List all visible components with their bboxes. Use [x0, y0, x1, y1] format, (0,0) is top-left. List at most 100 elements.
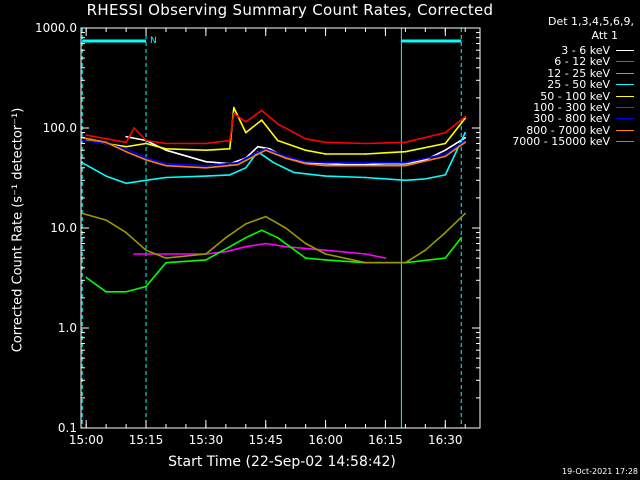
data-point [444, 131, 447, 134]
data-point [444, 174, 447, 176]
data-point [444, 257, 447, 259]
data-point [264, 215, 267, 218]
data-point [145, 249, 147, 251]
data-point [165, 164, 167, 167]
legend-label: 300 - 800 keV [533, 112, 610, 126]
legend-swatch [616, 118, 634, 120]
legend-label: 50 - 100 keV [540, 89, 610, 103]
data-point [205, 160, 207, 163]
data-point [125, 141, 127, 144]
data-point [205, 166, 207, 169]
detector-info-line-1: Det 1,3,4,5,6,9, [547, 15, 634, 28]
data-point [364, 161, 367, 164]
data-point [252, 153, 255, 155]
data-point [205, 149, 207, 151]
legend-swatch [616, 84, 634, 86]
data-point [324, 175, 327, 177]
data-point [324, 259, 327, 261]
data-point [105, 141, 107, 144]
x-tick-label: 15:15 [129, 433, 164, 447]
data-point [464, 131, 467, 134]
data-point [244, 223, 247, 225]
x-axis-label: Start Time (22-Sep-02 14:58:42) [168, 454, 396, 470]
data-point [105, 175, 107, 177]
data-point [444, 142, 447, 145]
x-tick-label: 16:00 [308, 433, 343, 447]
legend-swatch [616, 141, 634, 143]
data-point [85, 276, 87, 279]
data-point [324, 153, 327, 155]
night-flag-label: N [150, 36, 157, 46]
data-point [165, 253, 167, 255]
data-point [125, 182, 127, 185]
data-point [460, 236, 463, 239]
data-point [324, 164, 327, 167]
data-point [364, 164, 367, 167]
data-point [464, 212, 467, 215]
legend-label: 25 - 50 keV [547, 78, 610, 92]
data-point [324, 161, 327, 164]
legend-entry: 6 - 12 keV [470, 55, 640, 68]
data-point [364, 261, 367, 264]
data-point [304, 162, 307, 165]
data-point [444, 155, 447, 158]
legend-entry: 25 - 50 keV [470, 78, 640, 91]
data-point [165, 149, 167, 151]
series-line-7 [82, 136, 466, 169]
data-point [205, 175, 207, 177]
plot-frame [80, 27, 481, 429]
data-point [304, 257, 307, 259]
data-point [125, 147, 127, 150]
legend-label: 100 - 300 keV [533, 101, 610, 114]
data-point [364, 153, 367, 155]
data-point [205, 259, 207, 261]
data-point [145, 159, 147, 161]
series-line-4 [86, 106, 466, 155]
legend-entry: 7000 - 15000 keV [470, 135, 640, 148]
legend-label: 7000 - 15000 keV [512, 135, 610, 149]
data-point [145, 142, 147, 145]
data-point [244, 166, 247, 169]
series-line-1 [134, 242, 386, 259]
series-line-8 [81, 212, 466, 264]
data-point [125, 291, 127, 293]
data-point [165, 162, 167, 165]
x-tick-label: 15:00 [69, 433, 104, 447]
data-point [304, 242, 307, 245]
data-point [165, 147, 167, 150]
data-point [81, 161, 83, 164]
data-point [244, 131, 247, 134]
data-point [229, 174, 231, 176]
data-point [145, 157, 147, 159]
data-point [125, 231, 127, 234]
data-point [233, 112, 235, 115]
data-point [324, 253, 327, 255]
y-tick-label: 1.0 [58, 321, 77, 335]
data-point [256, 145, 259, 148]
legend-entry: 3 - 6 keV [470, 44, 640, 57]
data-point [404, 150, 407, 153]
data-point [205, 253, 207, 255]
data-point [260, 109, 263, 112]
data-point [237, 161, 239, 164]
legend-swatch [616, 72, 634, 74]
data-point [125, 150, 127, 153]
data-point [404, 261, 407, 264]
data-point [125, 145, 127, 148]
data-point [252, 155, 255, 158]
legend-swatch [616, 50, 634, 51]
data-point [364, 142, 367, 145]
x-tick-label: 15:45 [248, 433, 283, 447]
y-tick-label: 100.0 [43, 121, 77, 135]
data-point [364, 176, 367, 179]
data-point [268, 147, 271, 150]
data-point [264, 149, 267, 151]
data-point [229, 147, 231, 150]
data-point [165, 261, 167, 264]
legend-label: 6 - 12 keV [554, 55, 610, 69]
data-point [276, 123, 279, 125]
legend-entry: 300 - 800 keV [470, 112, 640, 125]
data-point [244, 121, 247, 123]
legend-label: 3 - 6 keV [561, 44, 610, 57]
